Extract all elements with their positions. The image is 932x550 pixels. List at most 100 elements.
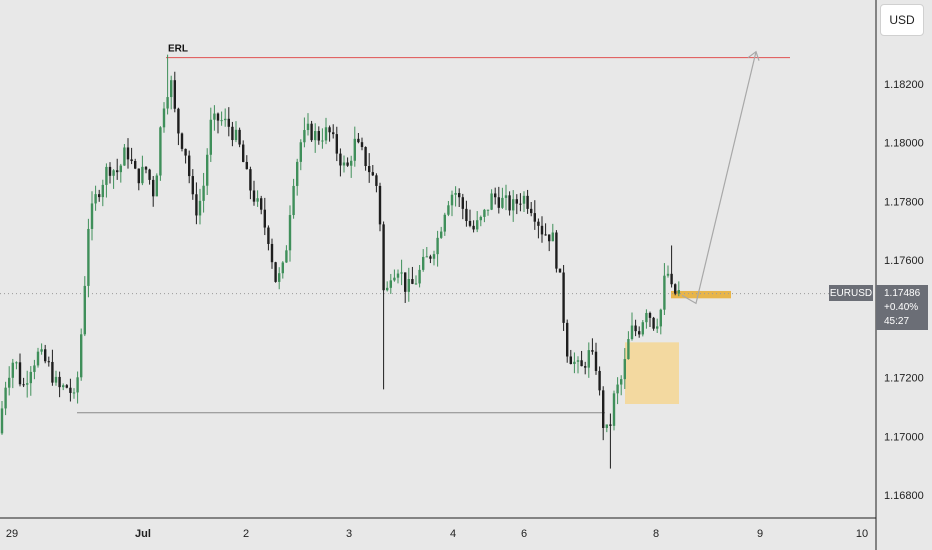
candle-body bbox=[216, 113, 220, 121]
candle-body bbox=[393, 277, 396, 281]
candle-body bbox=[548, 234, 551, 242]
candle-body bbox=[112, 170, 115, 176]
last-price: 1.17486 bbox=[884, 288, 921, 299]
candle-body bbox=[51, 361, 54, 383]
bar-countdown: 45:27 bbox=[884, 316, 910, 327]
candle-body bbox=[666, 273, 670, 276]
candle-body bbox=[594, 351, 598, 371]
last-price-box: 1.17486 +0.40% 45:27 bbox=[876, 285, 928, 330]
candle-body bbox=[177, 108, 180, 134]
candle-body bbox=[332, 132, 335, 135]
candle-body bbox=[609, 424, 612, 426]
candle-body bbox=[648, 312, 652, 318]
annotation-layer: ERL bbox=[168, 44, 760, 305]
candle-body bbox=[36, 351, 40, 366]
candle-body bbox=[90, 203, 94, 229]
candle-body bbox=[29, 371, 32, 384]
candle-body bbox=[461, 197, 464, 209]
candle-body bbox=[170, 80, 173, 98]
x-tick-label: Jul bbox=[135, 528, 151, 540]
candle-body bbox=[0, 408, 4, 434]
candle-body bbox=[634, 325, 637, 332]
candle-body bbox=[504, 195, 508, 198]
candle-body bbox=[375, 175, 378, 186]
candle-body bbox=[346, 162, 349, 166]
candle-body bbox=[389, 280, 392, 288]
candle-body bbox=[72, 392, 76, 394]
candle-body bbox=[494, 193, 497, 198]
candle-body bbox=[357, 138, 360, 143]
candle-body bbox=[623, 359, 626, 380]
candle-body bbox=[328, 127, 331, 133]
erl-label: ERL bbox=[168, 44, 188, 55]
x-tick-label: 9 bbox=[757, 528, 763, 540]
candle-body bbox=[616, 384, 619, 394]
y-tick-label: 1.17000 bbox=[884, 431, 924, 443]
candle-body bbox=[551, 232, 554, 242]
candle-body bbox=[137, 168, 140, 184]
candle-body bbox=[353, 138, 356, 161]
candle-body bbox=[670, 273, 673, 285]
candle-body bbox=[166, 97, 169, 109]
candle-body bbox=[458, 193, 461, 198]
x-tick-label: 10 bbox=[856, 528, 868, 540]
candle-body bbox=[180, 133, 184, 149]
candle-body bbox=[80, 334, 83, 378]
candle-body bbox=[483, 209, 486, 217]
candle-body bbox=[580, 360, 583, 367]
projection-arrowhead bbox=[747, 50, 760, 61]
candle-body bbox=[558, 268, 562, 273]
candle-body bbox=[62, 385, 65, 388]
x-tick-label: 2 bbox=[243, 528, 249, 540]
candle-body bbox=[155, 175, 158, 197]
candle-body bbox=[130, 159, 133, 162]
candle-body bbox=[627, 339, 630, 360]
candle-body bbox=[537, 221, 540, 226]
candle-body bbox=[368, 166, 371, 173]
candle-body bbox=[94, 194, 97, 204]
candle-body bbox=[569, 356, 572, 365]
candle-body bbox=[54, 376, 58, 383]
candle-body bbox=[296, 161, 299, 186]
candle-body bbox=[220, 120, 223, 122]
candle-body bbox=[227, 118, 230, 127]
candle-body bbox=[234, 129, 238, 141]
candle-body bbox=[152, 179, 155, 197]
x-tick-label: 6 bbox=[521, 528, 527, 540]
candle-body bbox=[116, 170, 119, 173]
candle-body bbox=[407, 279, 410, 292]
candle-body bbox=[476, 220, 479, 230]
candle-body bbox=[105, 166, 108, 185]
symbol-tag: EURUSD bbox=[829, 285, 873, 301]
candle-body bbox=[87, 228, 90, 286]
entry-zone bbox=[671, 290, 731, 299]
candle-body bbox=[533, 213, 536, 222]
candle-body bbox=[335, 134, 338, 154]
candle-body bbox=[620, 379, 623, 385]
demand-zone bbox=[625, 342, 679, 404]
candle-body bbox=[522, 195, 526, 204]
candle-body bbox=[371, 172, 374, 176]
candle-body bbox=[339, 153, 342, 166]
candle-body bbox=[573, 361, 576, 365]
candle-body bbox=[141, 166, 144, 184]
candle-body bbox=[591, 350, 594, 352]
candle-body bbox=[400, 272, 403, 274]
candle-body bbox=[663, 275, 666, 310]
candle-body bbox=[652, 317, 655, 329]
candle-body bbox=[519, 203, 522, 205]
candle-body bbox=[4, 387, 7, 409]
candle-body bbox=[432, 254, 436, 259]
candle-body bbox=[641, 322, 644, 335]
candle-body bbox=[472, 225, 475, 230]
candle-body bbox=[443, 214, 446, 232]
candle-body bbox=[512, 199, 515, 211]
currency-selector[interactable]: USD bbox=[880, 4, 924, 36]
candle-body bbox=[278, 273, 281, 282]
candle-body bbox=[454, 193, 457, 195]
candle-body bbox=[198, 200, 202, 216]
candle-body bbox=[8, 377, 11, 388]
